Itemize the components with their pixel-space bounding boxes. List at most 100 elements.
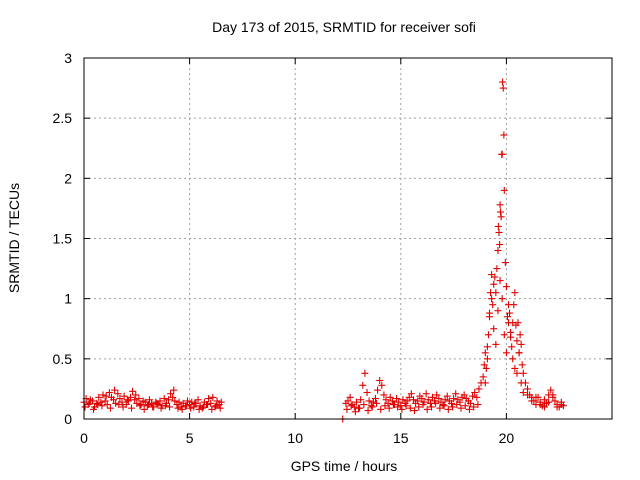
data-point: [441, 396, 449, 404]
data-point: [343, 405, 351, 413]
data-point: [513, 369, 521, 377]
data-point: [99, 391, 107, 399]
data-point: [444, 405, 452, 413]
data-point: [114, 390, 122, 398]
data-point: [140, 405, 148, 413]
data-point: [103, 401, 111, 409]
data-point: [205, 395, 213, 403]
data-point: [418, 395, 426, 403]
data-point: [360, 401, 368, 409]
data-point: [190, 403, 198, 411]
data-point: [492, 340, 500, 348]
data-point: [461, 402, 469, 410]
data-point: [466, 399, 474, 407]
y-tick-label: 1.5: [53, 231, 73, 247]
data-point: [465, 405, 473, 413]
data-point: [490, 280, 498, 288]
data-point: [440, 402, 448, 410]
data-point: [494, 222, 502, 230]
data-point: [519, 369, 527, 377]
data-point: [503, 313, 511, 321]
data-point: [198, 404, 206, 412]
data-point: [380, 391, 388, 399]
data-point: [161, 402, 169, 410]
data-point: [557, 401, 565, 409]
data-point: [170, 386, 178, 394]
data-point: [128, 404, 136, 412]
data-point: [182, 402, 190, 410]
data-point: [496, 201, 504, 209]
data-point: [439, 401, 447, 409]
data-point: [81, 403, 89, 411]
data-point: [447, 399, 455, 407]
data-point: [452, 390, 460, 398]
data-point: [153, 399, 161, 407]
data-point: [167, 390, 175, 398]
data-point: [143, 402, 151, 410]
data-point: [481, 379, 489, 387]
data-point: [371, 395, 379, 403]
data-point: [115, 401, 123, 409]
data-point: [160, 395, 168, 403]
data-point: [419, 401, 427, 409]
data-point: [423, 405, 431, 413]
data-point: [433, 391, 441, 399]
data-point: [450, 395, 458, 403]
data-point: [496, 208, 504, 216]
data-point: [105, 389, 113, 397]
data-point: [393, 395, 401, 403]
data-point: [403, 397, 411, 405]
data-point: [110, 396, 118, 404]
data-point: [511, 364, 519, 372]
data-point: [389, 401, 397, 409]
data-point: [513, 337, 521, 345]
data-point: [493, 265, 501, 273]
data-point: [517, 340, 525, 348]
data-point: [352, 398, 360, 406]
data-point: [528, 397, 536, 405]
data-point: [494, 307, 502, 315]
data-point: [405, 393, 413, 401]
data-point: [482, 364, 490, 372]
data-point: [491, 273, 499, 281]
data-point: [411, 407, 419, 415]
data-point: [351, 408, 359, 416]
data-point: [398, 405, 406, 413]
data-point: [195, 405, 203, 413]
data-point: [427, 403, 435, 411]
data-point: [154, 401, 162, 409]
data-point: [502, 349, 510, 357]
data-point: [511, 289, 519, 297]
data-point: [435, 395, 443, 403]
data-point: [402, 402, 410, 410]
data-point: [369, 398, 377, 406]
data-point: [407, 390, 415, 398]
data-point: [415, 403, 423, 411]
data-point: [484, 331, 492, 339]
data-point: [508, 343, 516, 351]
data-point: [171, 397, 179, 405]
data-point: [157, 404, 165, 412]
data-point: [95, 393, 103, 401]
data-point: [517, 379, 525, 387]
data-point: [381, 402, 389, 410]
data-point: [98, 402, 106, 410]
data-point: [496, 277, 504, 285]
data-point: [516, 331, 524, 339]
data-point: [500, 131, 508, 139]
data-point: [483, 343, 491, 351]
data-point: [357, 396, 365, 404]
data-point: [388, 397, 396, 405]
data-point: [119, 403, 127, 411]
data-point: [137, 401, 145, 409]
data-point: [470, 403, 478, 411]
y-tick-label: 2: [64, 170, 72, 186]
data-point: [359, 381, 367, 389]
data-point: [367, 402, 375, 410]
data-point: [496, 241, 504, 249]
data-point: [183, 397, 191, 405]
data-point: [506, 309, 514, 317]
y-tick-label: 3: [64, 50, 72, 66]
data-point: [428, 393, 436, 401]
